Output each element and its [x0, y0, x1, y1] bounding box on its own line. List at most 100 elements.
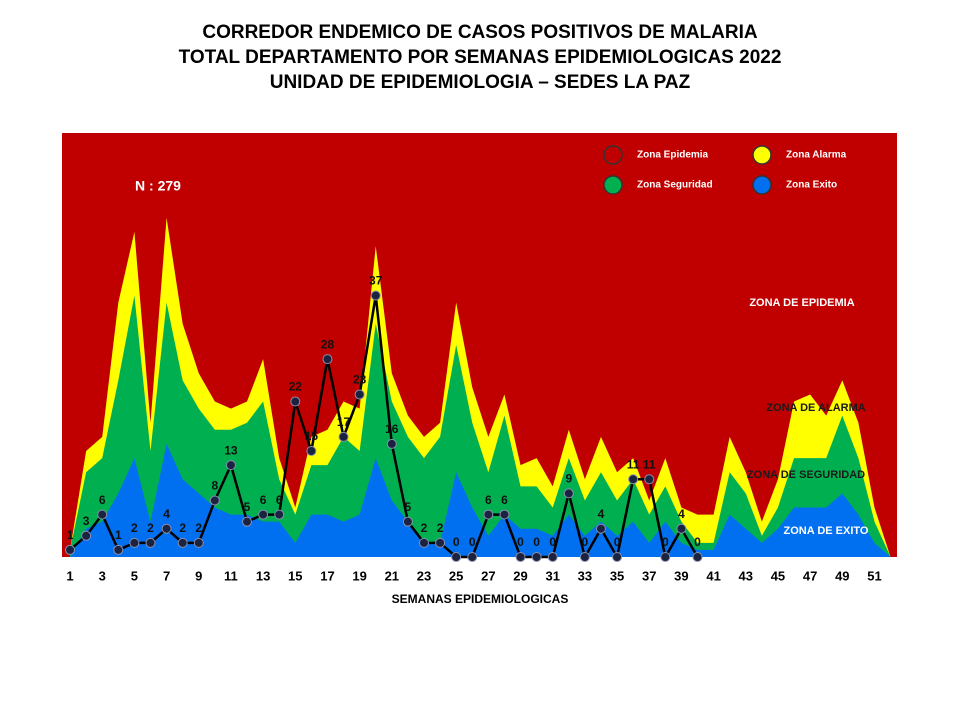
x-tick-label: 43 [739, 568, 753, 583]
data-point [676, 523, 687, 534]
data-point [322, 354, 333, 365]
data-point [402, 516, 413, 527]
data-line [69, 295, 699, 561]
data-point [370, 290, 381, 301]
data-label: 6 [99, 493, 106, 507]
x-tick-label: 11 [224, 568, 238, 583]
data-point [612, 552, 623, 562]
annotation: ZONA DE SEGURIDAD [747, 469, 865, 481]
data-point [225, 460, 236, 471]
legend-label: Zona Epidemia [637, 150, 709, 161]
data-point [531, 552, 542, 562]
data-point [81, 530, 92, 541]
data-point [467, 552, 478, 562]
legend-label: Zona Exito [786, 180, 837, 191]
data-label: 2 [437, 521, 444, 535]
data-point [386, 438, 397, 449]
data-point [113, 544, 124, 555]
data-point [418, 537, 429, 548]
data-label: 0 [453, 535, 460, 549]
data-label: 1 [67, 528, 74, 542]
x-tick-label: 37 [642, 568, 656, 583]
x-tick-label: 17 [320, 568, 334, 583]
data-label: 0 [549, 535, 556, 549]
data-label: 23 [353, 373, 367, 387]
chart-title: UNIDAD DE EPIDEMIOLOGIA – SEDES LA PAZ [270, 72, 691, 93]
x-tick-label: 19 [352, 568, 366, 583]
data-label: 1 [115, 528, 122, 542]
x-tick-label: 7 [163, 568, 170, 583]
x-tick-label: 33 [578, 568, 592, 583]
data-label: 8 [211, 479, 218, 493]
data-label: 9 [565, 472, 572, 486]
data-point [660, 552, 671, 562]
data-label: 16 [385, 422, 399, 436]
legend-label: Zona Alarma [786, 150, 847, 161]
data-point [483, 509, 494, 520]
chart-title: CORREDOR ENDEMICO DE CASOS POSITIVOS DE … [202, 22, 758, 43]
data-point [595, 523, 606, 534]
x-tick-label: 13 [256, 568, 270, 583]
data-label: 2 [131, 521, 138, 535]
data-label: 5 [244, 500, 251, 514]
data-point [547, 552, 558, 562]
data-label: 0 [533, 535, 540, 549]
data-point [177, 537, 188, 548]
data-label: 6 [501, 493, 508, 507]
data-label: 0 [614, 535, 621, 549]
data-point [435, 537, 446, 548]
data-point [306, 446, 317, 456]
data-point [97, 509, 108, 520]
data-label: 0 [517, 535, 524, 549]
zone-area [70, 295, 891, 557]
data-point [65, 544, 76, 555]
data-label: 11 [627, 457, 640, 471]
x-tick-label: 41 [706, 568, 720, 583]
data-label: 13 [224, 443, 238, 457]
x-tick-label: 27 [481, 568, 495, 583]
x-tick-label: 51 [867, 568, 881, 583]
data-point [563, 488, 574, 499]
data-label: 2 [147, 521, 154, 535]
data-label: 15 [305, 429, 319, 443]
data-label: 37 [369, 274, 383, 288]
data-label: 11 [643, 457, 656, 471]
data-point [499, 509, 510, 520]
x-tick-label: 5 [131, 568, 138, 583]
x-tick-label: 35 [610, 568, 624, 583]
data-label: 17 [337, 415, 351, 429]
x-tick-label: 3 [99, 568, 106, 583]
x-tick-label: 1 [66, 568, 73, 583]
data-label: 2 [179, 521, 186, 535]
data-label: 0 [662, 535, 669, 549]
data-point [644, 474, 655, 485]
data-point [354, 389, 365, 400]
data-point [145, 537, 156, 548]
x-axis-label: SEMANAS EPIDEMIOLOGICAS [392, 592, 569, 606]
chart-title: TOTAL DEPARTAMENTO POR SEMANAS EPIDEMIOL… [179, 47, 782, 68]
data-label: 22 [289, 380, 303, 394]
data-label: 6 [276, 493, 283, 507]
legend-label: Zona Seguridad [637, 180, 713, 191]
data-point [515, 552, 526, 562]
data-label: 0 [582, 535, 589, 549]
data-point [451, 552, 462, 562]
annotation: ZONA DE ALARMA [766, 402, 865, 414]
data-label: 4 [598, 507, 605, 521]
data-label: 0 [469, 535, 476, 549]
data-label: 4 [678, 507, 685, 521]
data-point [258, 509, 269, 520]
data-label: 2 [421, 521, 428, 535]
data-point [290, 396, 301, 407]
data-label: 6 [485, 493, 492, 507]
x-tick-label: 9 [195, 568, 202, 583]
x-tick-label: 49 [835, 568, 849, 583]
data-point [274, 509, 285, 520]
data-point [209, 495, 220, 506]
annotation: ZONA DE EPIDEMIA [749, 297, 854, 309]
data-point [129, 537, 140, 548]
x-tick-label: 15 [288, 568, 302, 583]
legend-swatch [752, 175, 772, 195]
